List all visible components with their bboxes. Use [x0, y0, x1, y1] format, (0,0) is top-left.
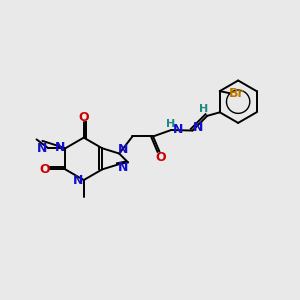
Text: O: O	[78, 110, 89, 124]
Text: N: N	[73, 174, 84, 187]
Text: N: N	[37, 142, 47, 155]
Text: N: N	[193, 121, 203, 134]
Text: H: H	[199, 104, 208, 114]
Text: N: N	[118, 161, 128, 174]
Text: O: O	[39, 163, 50, 176]
Text: Br: Br	[229, 87, 245, 100]
Text: H: H	[166, 119, 175, 129]
Text: O: O	[156, 151, 166, 164]
Text: N: N	[172, 123, 183, 136]
Text: N: N	[55, 141, 65, 154]
Text: N: N	[118, 143, 128, 157]
